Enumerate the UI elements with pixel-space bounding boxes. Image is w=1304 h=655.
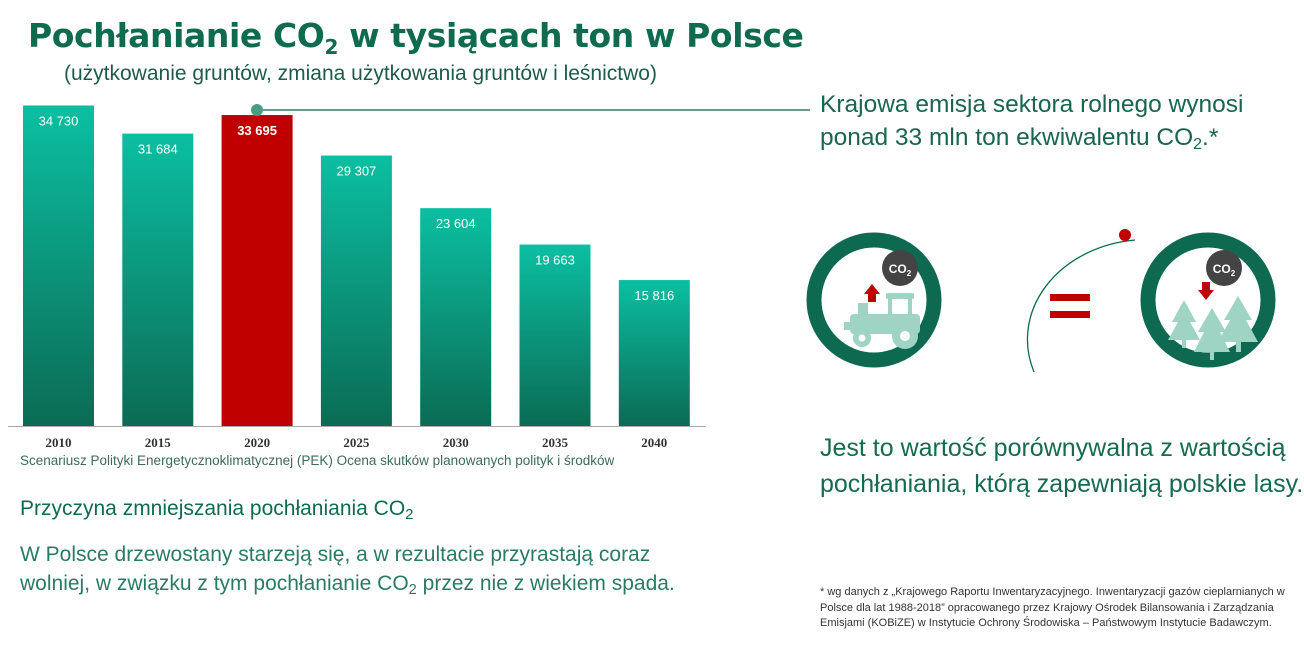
- page-title: Pochłanianie CO2 w tysiącach ton w Polsc…: [28, 16, 804, 59]
- bar-2040: [618, 280, 690, 426]
- bar-value-label: 23 604: [436, 216, 476, 231]
- x-tick-label: 2020: [244, 435, 270, 450]
- x-tick-label: 2030: [443, 435, 469, 450]
- bar-value-label: 29 307: [337, 164, 377, 179]
- tractor-emission-icon: CO2: [806, 232, 942, 368]
- page-subtitle: (użytkowanie gruntów, zmiana użytkowania…: [64, 62, 657, 85]
- x-tick-label: 2035: [542, 435, 569, 450]
- co2-badge-left: CO2: [889, 262, 912, 278]
- bar-2015: [122, 133, 194, 427]
- bar-value-label: 19 663: [535, 253, 575, 268]
- bar-2010: [23, 105, 94, 427]
- footnote: * wg danych z „Krajowego Raportu Inwenta…: [820, 586, 1285, 629]
- emission-statement: Krajowa emisja sektora rolnego wynosi po…: [820, 91, 1244, 153]
- bar-2035: [519, 244, 591, 426]
- comparison-illustration: CO2 CO2: [806, 229, 1276, 373]
- x-tick-label: 2010: [46, 435, 72, 450]
- x-tick-label: 2040: [641, 435, 667, 450]
- bar-value-label: 31 684: [138, 142, 178, 157]
- bar-value-label: 34 730: [39, 113, 79, 128]
- comparison-statement: Jest to wartość porównywalna z wartością…: [820, 434, 1304, 498]
- equals-icon: [1026, 229, 1136, 373]
- x-tick-label: 2015: [145, 435, 172, 450]
- bar-value-label: 33 695: [237, 123, 277, 138]
- reason-text: W Polsce drzewostany starzeją się, a w r…: [20, 543, 675, 598]
- bar-2020: [221, 115, 293, 427]
- reason-heading: Przyczyna zmniejszania pochłaniania CO2: [20, 497, 414, 523]
- bar-chart: 34 730 2010 31 684 2015 33 695 2020 29 307 2025…: [8, 105, 706, 450]
- bar-2030: [420, 208, 492, 426]
- co2-badge-right: CO2: [1213, 262, 1236, 278]
- bar-2025: [320, 155, 392, 426]
- x-tick-label: 2025: [343, 435, 370, 450]
- forest-absorption-icon: CO2: [1140, 232, 1276, 368]
- chart-source-note: Scenariusz Polityki Energetycznoklimatyc…: [20, 453, 615, 468]
- bar-value-label: 15 816: [634, 288, 674, 303]
